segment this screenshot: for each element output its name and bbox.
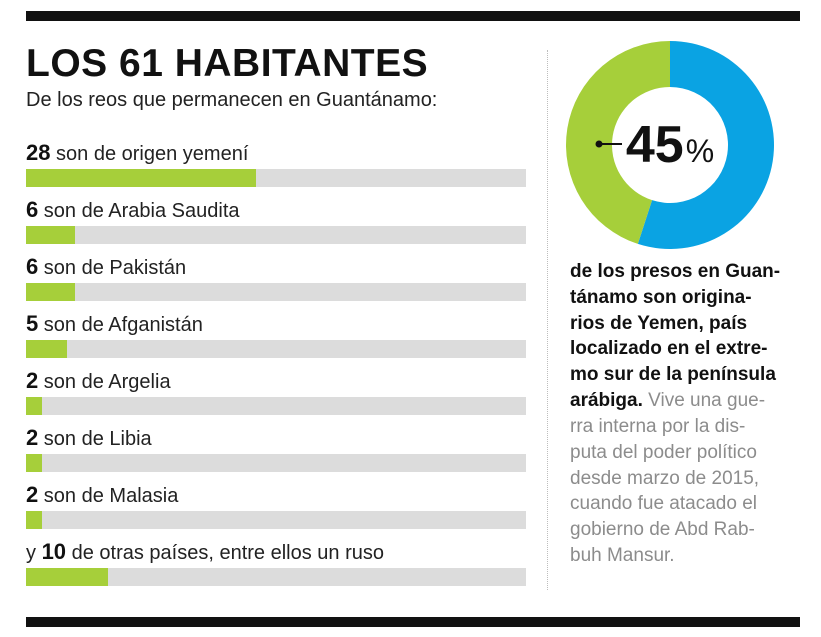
bar-value-label: 10 xyxy=(41,539,67,564)
bar-row: 2 son de Argelia xyxy=(26,368,526,416)
bar-category-label: son de Arabia Saudita xyxy=(38,200,240,222)
desc-light-line: gobierno de Abd Rab- xyxy=(570,519,755,541)
bar-category-label: son de Libia xyxy=(38,428,152,450)
bar-label-prefix: y xyxy=(26,542,42,564)
desc-bold-line: tánamo son origina- xyxy=(570,286,752,308)
bar-label: 2 son de Argelia xyxy=(26,368,526,393)
bar-label: y 10 de otras países, entre ellos un rus… xyxy=(26,539,526,564)
bar-track xyxy=(26,340,526,359)
bar-value-label: 2 xyxy=(26,368,39,393)
pointer-dot xyxy=(595,140,603,148)
bar-category-label: de otras países, entre ellos un ruso xyxy=(66,542,385,564)
bar-fill xyxy=(26,397,42,416)
donut-center-label: 45% xyxy=(626,116,714,174)
bar-fill xyxy=(26,511,42,530)
bar-category-label: son de Afganistán xyxy=(38,314,203,336)
bar-value-label: 2 xyxy=(26,482,39,507)
bar-label: 6 son de Arabia Saudita xyxy=(26,197,526,222)
desc-light-line: puta del poder político xyxy=(570,441,757,463)
bar-row: y 10 de otras países, entre ellos un rus… xyxy=(26,539,526,587)
bar-row: 6 son de Pakistán xyxy=(26,254,526,302)
desc-bold-line: de los presos en Guan- xyxy=(570,261,781,282)
desc-light-line: desde marzo de 2015, xyxy=(570,467,760,489)
chart-title: LOS 61 HABITANTES xyxy=(26,42,429,85)
bar-label: 2 son de Malasia xyxy=(26,482,526,507)
bar-row: 2 son de Malasia xyxy=(26,482,526,530)
bottom-rule xyxy=(26,617,800,627)
bar-label: 2 son de Libia xyxy=(26,425,526,450)
bar-label: 6 son de Pakistán xyxy=(26,254,526,279)
bar-track xyxy=(26,397,526,416)
bar-value-label: 2 xyxy=(26,425,39,450)
bar-value-label: 5 xyxy=(26,311,39,336)
donut-slice-others xyxy=(637,41,774,250)
bar-category-label: son de Argelia xyxy=(38,371,171,393)
donut-chart: 45% xyxy=(566,41,774,250)
bar-fill xyxy=(26,169,256,188)
bar-category-label: son de Malasia xyxy=(38,485,179,507)
bar-track xyxy=(26,169,526,188)
desc-bold-line: localizado en el extre- xyxy=(570,338,768,360)
bar-fill xyxy=(26,226,75,245)
bar-row: 2 son de Libia xyxy=(26,425,526,473)
column-divider xyxy=(547,50,548,590)
bar-value-label: 28 xyxy=(26,140,51,165)
desc-light-line: rra interna por la dis- xyxy=(570,415,746,437)
description-text: de los presos en Guan- tánamo son origin… xyxy=(570,259,806,569)
bar-row: 5 son de Afganistán xyxy=(26,311,526,359)
desc-bold-line: mo sur de la península xyxy=(570,364,776,386)
bar-label: 5 son de Afganistán xyxy=(26,311,526,336)
bar-label: 28 son de origen yemení xyxy=(26,140,526,165)
bar-fill xyxy=(26,340,67,359)
description-light: Vive una gue- rra interna por la dis- pu… xyxy=(570,390,765,566)
bar-value-label: 6 xyxy=(26,197,39,222)
donut-center-value: 45 xyxy=(626,116,684,174)
description-bold: de los presos en Guan- tánamo son origin… xyxy=(570,261,780,411)
chart-subtitle: De los reos que permanecen en Guantánamo… xyxy=(26,89,438,111)
top-rule xyxy=(26,11,800,21)
donut-center-unit: % xyxy=(686,133,714,169)
bar-value-label: 6 xyxy=(26,254,39,279)
bar-category-label: son de Pakistán xyxy=(38,257,187,279)
desc-light-line: Vive una gue- xyxy=(642,390,766,412)
desc-bold-line: rios de Yemen, país xyxy=(570,312,748,334)
desc-bold-line: arábiga. xyxy=(570,390,643,412)
bar-track xyxy=(26,511,526,530)
desc-light-line: cuando fue atacado el xyxy=(570,493,757,515)
bar-track xyxy=(26,283,526,302)
bar-row: 28 son de origen yemení xyxy=(26,140,526,188)
bar-track xyxy=(26,454,526,473)
bar-row: 6 son de Arabia Saudita xyxy=(26,197,526,245)
bar-track xyxy=(26,226,526,245)
bar-fill xyxy=(26,454,42,473)
bar-fill xyxy=(26,568,108,587)
donut-slice-yemen xyxy=(566,41,670,244)
bar-category-label: son de origen yemení xyxy=(50,143,249,165)
bar-fill xyxy=(26,283,75,302)
bar-track xyxy=(26,568,526,587)
desc-light-line: buh Mansur. xyxy=(570,545,675,567)
